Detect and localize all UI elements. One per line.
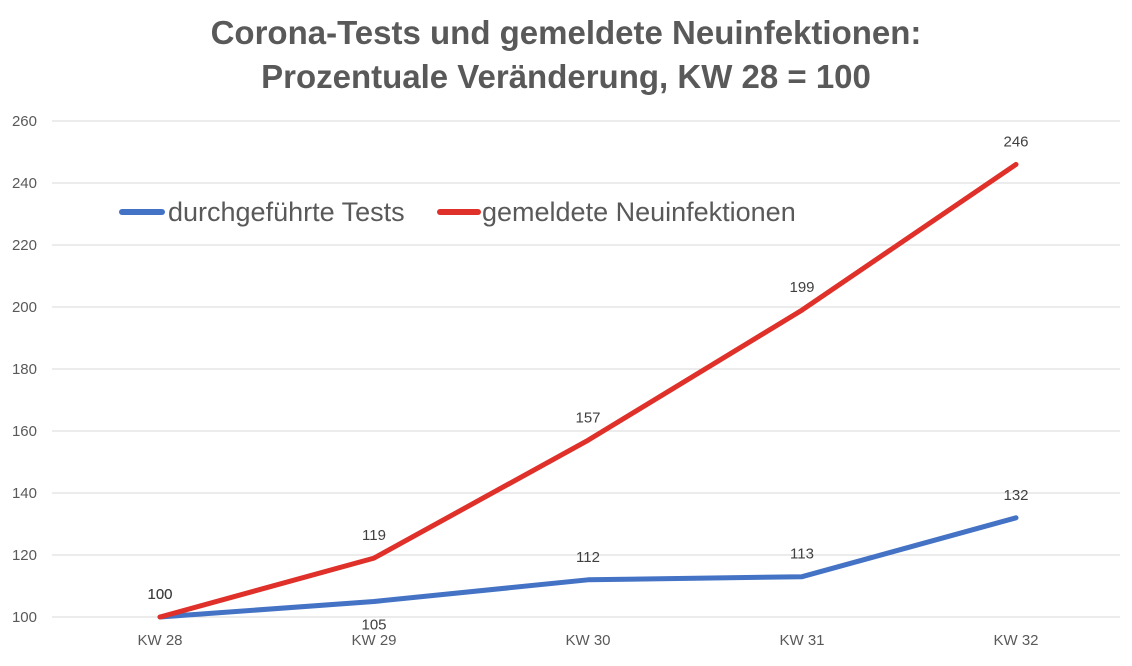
data-label: 112: [576, 549, 600, 566]
data-label: 119: [362, 527, 386, 544]
chart-title: Corona-Tests und gemeldete Neuinfektione…: [210, 14, 922, 51]
y-tick-label: 180: [12, 361, 37, 378]
y-tick-label: 140: [12, 485, 37, 502]
x-tick-label: KW 29: [351, 632, 396, 649]
data-label: 105: [361, 617, 386, 634]
data-label: 132: [1003, 487, 1028, 504]
legend-label-2: gemeldete Neuinfektionen: [482, 197, 796, 227]
y-tick-label: 260: [12, 113, 37, 130]
data-label: 100: [147, 586, 172, 603]
x-tick-label: KW 30: [565, 632, 610, 649]
data-label: 246: [1003, 133, 1028, 150]
y-tick-label: 100: [12, 609, 37, 626]
data-label: 100: [147, 586, 172, 603]
y-tick-label: 160: [12, 423, 37, 440]
y-tick-label: 120: [12, 547, 37, 564]
x-tick-label: KW 31: [779, 632, 824, 649]
y-tick-label: 220: [12, 237, 37, 254]
series-line-1: [157, 515, 1019, 620]
x-tick-label: KW 32: [993, 632, 1038, 649]
y-tick-label: 240: [12, 175, 37, 192]
series-line-2: [157, 161, 1019, 620]
data-label: 113: [790, 546, 814, 563]
y-tick-label: 200: [12, 299, 37, 316]
data-label: 157: [575, 409, 600, 426]
chart-subtitle: Prozentuale Veränderung, KW 28 = 100: [261, 58, 871, 95]
legend-label-1: durchgeführte Tests: [168, 197, 405, 227]
data-label: 199: [789, 279, 814, 296]
x-tick-label: KW 28: [137, 632, 182, 649]
